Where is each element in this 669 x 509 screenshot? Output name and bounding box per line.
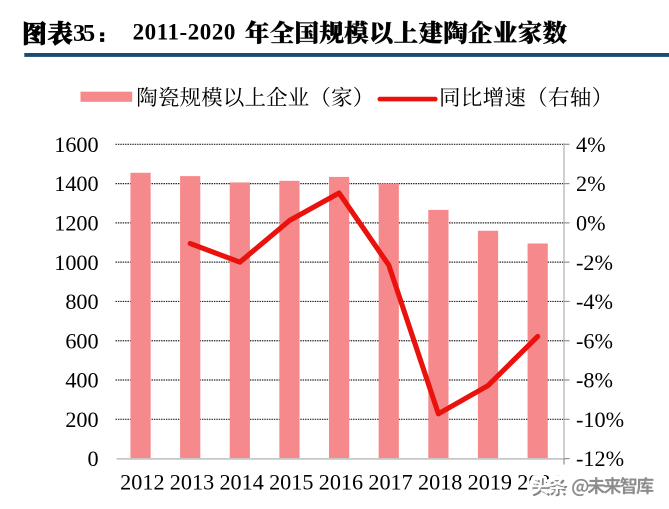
svg-text:2019: 2019 bbox=[468, 470, 512, 495]
svg-text:2018: 2018 bbox=[418, 470, 462, 495]
svg-text:-12%: -12% bbox=[576, 446, 624, 471]
svg-text:-2%: -2% bbox=[576, 250, 613, 275]
svg-text:2015: 2015 bbox=[269, 470, 313, 495]
svg-text:-6%: -6% bbox=[576, 328, 613, 353]
svg-text:2014: 2014 bbox=[219, 470, 263, 495]
svg-text:0: 0 bbox=[88, 446, 99, 471]
svg-text:35: 35 bbox=[73, 20, 95, 47]
svg-text:2%: 2% bbox=[576, 171, 606, 196]
svg-text:200: 200 bbox=[65, 407, 98, 432]
svg-text:-8%: -8% bbox=[576, 368, 613, 393]
svg-text:2012: 2012 bbox=[120, 470, 164, 495]
svg-text:4%: 4% bbox=[576, 132, 606, 157]
svg-text:2013: 2013 bbox=[170, 470, 214, 495]
svg-text:1000: 1000 bbox=[54, 250, 98, 275]
svg-text:1400: 1400 bbox=[54, 171, 98, 196]
svg-text:1600: 1600 bbox=[54, 132, 98, 157]
svg-text:600: 600 bbox=[65, 328, 98, 353]
svg-text:1200: 1200 bbox=[54, 210, 98, 235]
svg-text:2011-2020: 2011-2020 bbox=[133, 20, 236, 45]
svg-text:400: 400 bbox=[65, 368, 98, 393]
svg-text:-10%: -10% bbox=[576, 407, 624, 432]
svg-text:2017: 2017 bbox=[368, 470, 412, 495]
svg-text:-4%: -4% bbox=[576, 289, 613, 314]
svg-text:0%: 0% bbox=[576, 210, 606, 235]
svg-text:800: 800 bbox=[65, 289, 98, 314]
svg-text:2016: 2016 bbox=[319, 470, 363, 495]
